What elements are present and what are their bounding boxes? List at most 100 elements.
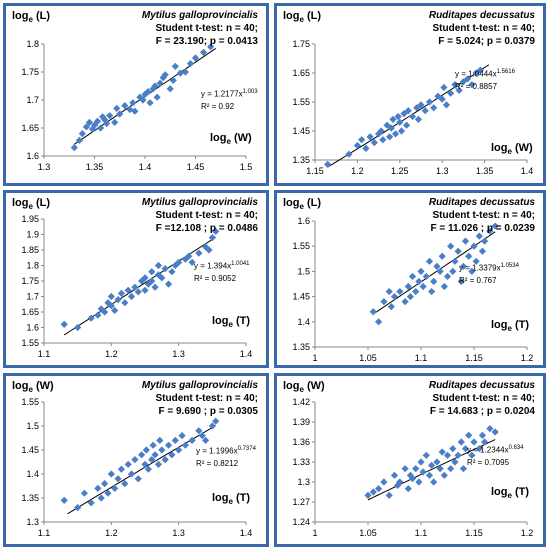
test-text: Student t-test: n = 40;	[432, 393, 535, 404]
data-point	[171, 62, 179, 70]
chart-panel-mytilus-w-vs-t: 1.3 1.35 1.4 1.45 1.5 1.55 1.1 1.2 1.3 1.4 loge (…	[3, 373, 269, 547]
species-title: Mytilus galloprovincialis	[141, 10, 258, 21]
data-point	[451, 257, 459, 265]
data-point	[353, 141, 361, 150]
data-point	[85, 118, 94, 126]
y-tick-label: 1.75	[292, 39, 310, 49]
stat-text: F = 23.190; p = 0.0413	[155, 36, 258, 47]
r-squared: R² = 0.92	[201, 102, 235, 111]
data-point	[70, 144, 78, 152]
data-point	[396, 118, 404, 126]
data-point	[430, 104, 438, 112]
regression-equation: y = 1.3379x1.0534	[459, 263, 519, 273]
data-point	[447, 242, 455, 250]
data-point	[438, 252, 446, 260]
data-point	[104, 489, 112, 497]
x-tick-label: 1.3	[38, 162, 51, 172]
chart-panel-ruditapes-l-vs-t: 1.35 1.4 1.45 1.5 1.55 1.6 1 1.05 1.1 1.15 1.2 log…	[274, 190, 546, 368]
data-point	[443, 451, 452, 459]
data-point	[142, 446, 150, 454]
x-tick-label: 1.2	[521, 528, 534, 538]
trendline	[373, 231, 496, 315]
data-point	[465, 431, 473, 439]
x-tick-label: 1.1	[38, 528, 51, 538]
data-point	[107, 470, 115, 478]
y-tick-label: 1.45	[292, 126, 310, 136]
x-tick-label: 1	[312, 528, 317, 538]
data-point	[468, 81, 476, 89]
y-tick-label: 1.75	[21, 67, 39, 77]
data-point	[93, 117, 102, 125]
data-point	[366, 133, 374, 141]
data-point	[121, 299, 129, 307]
data-point	[402, 121, 411, 129]
y-tick-label: 1.6	[297, 216, 310, 226]
data-point	[82, 123, 91, 131]
data-point	[415, 277, 423, 286]
data-point	[127, 470, 136, 478]
data-point	[131, 456, 139, 464]
x-tick-label: 1.45	[187, 162, 205, 172]
data-point	[129, 99, 137, 107]
x-axis-label: loge (T)	[491, 319, 530, 334]
x-tick-label: 1.2	[105, 349, 118, 359]
data-point	[94, 484, 102, 492]
chart-panel-ruditapes-w-vs-t: 1.24 1.27 1.3 1.33 1.36 1.39 1.42 1 1.05 1.1 1.15 1…	[274, 373, 546, 547]
stat-text: F =12.108 ; p = 0.0486	[155, 223, 258, 234]
data-point	[481, 237, 489, 245]
r-squared: R² = 0.8212	[196, 459, 239, 468]
data-point	[362, 144, 370, 152]
y-tick-label: 1.35	[292, 342, 310, 352]
y-tick-label: 1.27	[292, 497, 310, 507]
x-tick-label: 1.15	[465, 353, 483, 363]
data-point	[74, 323, 82, 332]
data-point	[154, 460, 163, 468]
data-point	[476, 66, 484, 74]
x-tick-label: 1.4	[240, 349, 253, 359]
data-point	[401, 465, 409, 473]
y-tick-label: 1.55	[21, 397, 39, 407]
data-point	[396, 287, 404, 296]
data-point	[412, 287, 420, 296]
data-point	[464, 75, 472, 83]
y-tick-label: 1.75	[21, 276, 39, 286]
data-point	[396, 478, 404, 486]
data-point	[60, 320, 68, 328]
species-title: Ruditapes decussatus	[428, 197, 535, 208]
data-point	[138, 277, 146, 285]
data-point	[478, 247, 487, 255]
data-point	[111, 484, 119, 492]
data-point	[438, 448, 446, 456]
x-axis-label: loge (W)	[210, 132, 252, 147]
x-tick-label: 1.1	[38, 349, 51, 359]
data-point	[451, 458, 459, 466]
data-point	[148, 268, 156, 276]
test-text: Student t-test: n = 40;	[155, 393, 258, 404]
x-tick-label: 1.3	[172, 528, 185, 538]
data-point	[475, 232, 483, 240]
x-tick-label: 1.5	[240, 162, 253, 172]
data-point	[470, 438, 478, 446]
data-point	[385, 287, 393, 296]
species-title: Mytilus galloprovincialis	[141, 380, 258, 391]
y-tick-label: 1.42	[292, 397, 310, 407]
data-point	[178, 432, 186, 440]
data-point	[78, 130, 86, 138]
data-point	[168, 268, 176, 276]
x-tick-label: 1.2	[521, 353, 534, 363]
data-point	[449, 267, 457, 275]
regression-equation: y = 1.394x1.0041	[194, 261, 250, 271]
regression-equation: y = 1.1996x0.7374	[196, 446, 256, 456]
data-point	[199, 48, 208, 56]
data-point	[364, 491, 372, 499]
data-point	[397, 127, 406, 135]
y-tick-label: 1.95	[21, 214, 39, 224]
data-point	[457, 438, 465, 446]
x-tick-label: 1.2	[351, 166, 364, 176]
data-point	[158, 446, 166, 454]
r-squared: R² = 0.9052	[194, 274, 237, 283]
x-tick-label: 1.15	[306, 166, 324, 176]
chart-panel-mytilus-l-vs-t: 1.55 1.6 1.65 1.7 1.75 1.8 1.85 1.9 1.95 1.1 1.2 1.…	[3, 190, 269, 368]
data-point	[175, 446, 183, 454]
data-point	[390, 471, 399, 479]
